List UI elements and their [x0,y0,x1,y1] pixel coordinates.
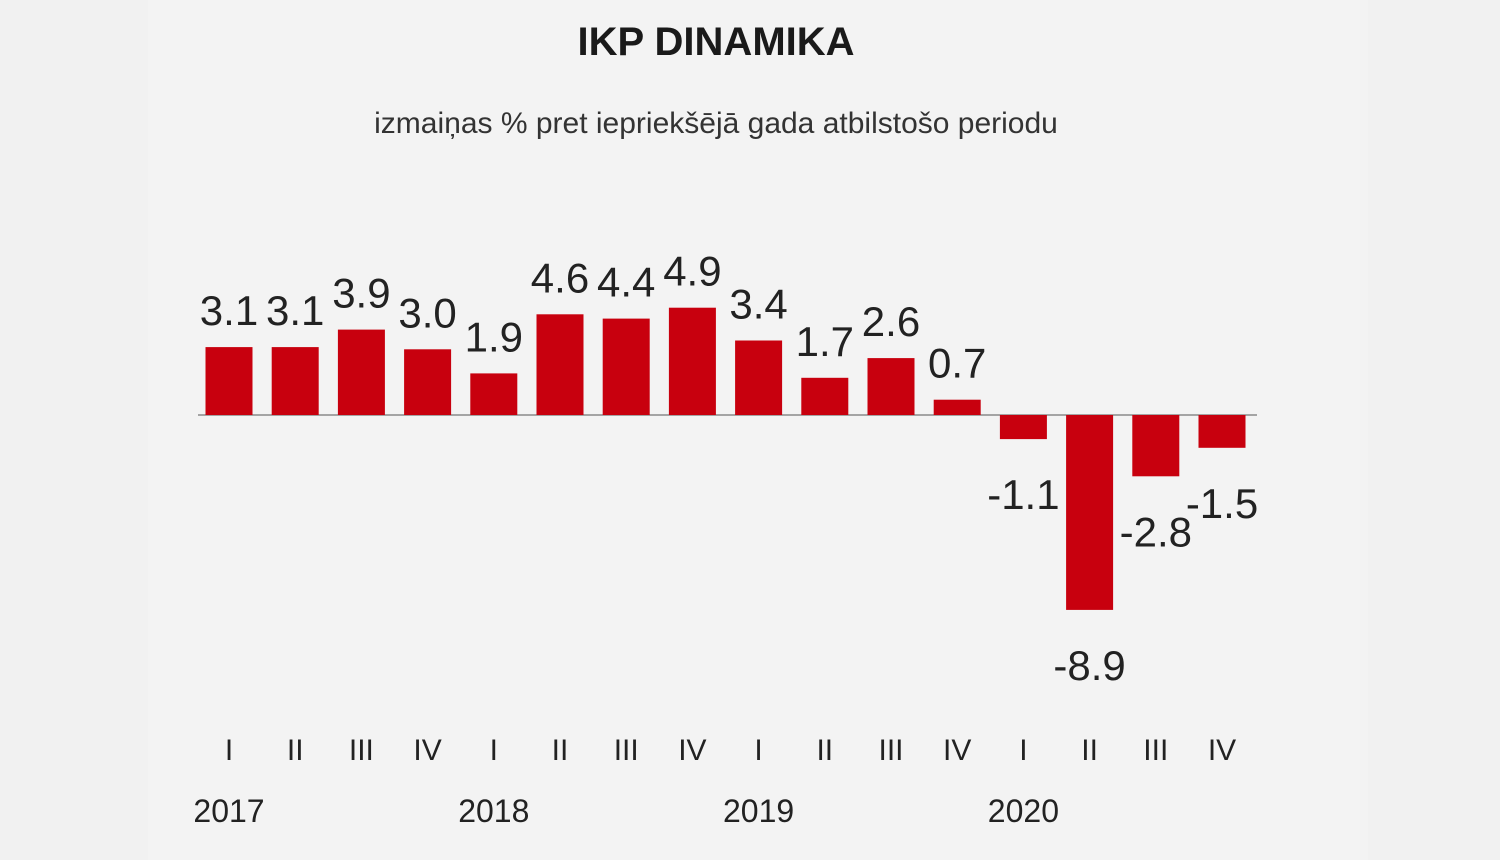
value-label: -1.1 [987,471,1059,518]
bar [999,415,1047,440]
quarter-tick-label: II [552,734,569,767]
value-label: 0.7 [928,340,986,387]
value-label: 2.6 [862,298,920,345]
bar [1066,415,1114,610]
bar [470,373,518,415]
year-label: 2017 [193,793,264,829]
value-labels-group: 3.1 3.1 3.9 3.01.94.6 4.4 4.93.41.7 2.60.7-1.1… [200,248,1258,689]
bar [735,340,783,415]
bar [536,314,584,415]
value-label: 3.1 [200,287,258,334]
bar [801,377,849,415]
bar [602,318,650,415]
quarter-tick-label: IV [413,734,441,767]
quarter-tick-label: I [225,734,233,767]
value-label: 3.0 [398,289,456,336]
bar [933,399,981,415]
bar [271,347,319,415]
bar [1198,415,1246,448]
quarter-tick-label: IV [1208,734,1236,767]
value-label: 1.7 [796,318,854,365]
chart-title: IKP DINAMIKA [577,20,854,64]
value-label: 3.1 [266,287,324,334]
bar [205,347,253,415]
year-label: 2019 [723,793,794,829]
quarter-tick-label: II [1081,734,1098,767]
quarter-tick-label: III [878,734,903,767]
year-labels-group: 2017 2018 2019 2020 [193,793,1059,829]
bar [668,307,716,415]
quarter-labels-group: I II III IV I II III IV I II III IV I II III IV [225,734,1236,767]
value-label: -8.9 [1053,642,1125,689]
quarter-tick-label: III [614,734,639,767]
year-label: 2018 [458,793,529,829]
quarter-tick-label: I [490,734,498,767]
quarter-tick-label: I [1019,734,1027,767]
year-label: 2020 [988,793,1059,829]
bar [404,349,452,415]
quarter-tick-label: III [349,734,374,767]
bar [867,358,915,415]
quarter-tick-label: II [816,734,833,767]
bar [337,329,385,415]
quarter-tick-label: IV [678,734,706,767]
quarter-tick-label: III [1143,734,1168,767]
bar [1132,415,1180,477]
chart-subtitle: izmaiņas % pret iepriekšējā gada atbilst… [374,107,1058,140]
value-label: 4.6 [531,254,589,301]
value-label: 3.4 [729,281,787,328]
value-label: 3.9 [332,270,390,317]
quarter-tick-label: IV [943,734,971,767]
quarter-tick-label: II [287,734,304,767]
bars-group [205,307,1246,610]
value-label: 4.4 [597,259,655,306]
value-label: -2.8 [1120,508,1192,555]
value-label: -1.5 [1186,480,1258,527]
value-label: 1.9 [465,313,523,360]
value-label: 4.9 [663,248,721,295]
quarter-tick-label: I [754,734,762,767]
